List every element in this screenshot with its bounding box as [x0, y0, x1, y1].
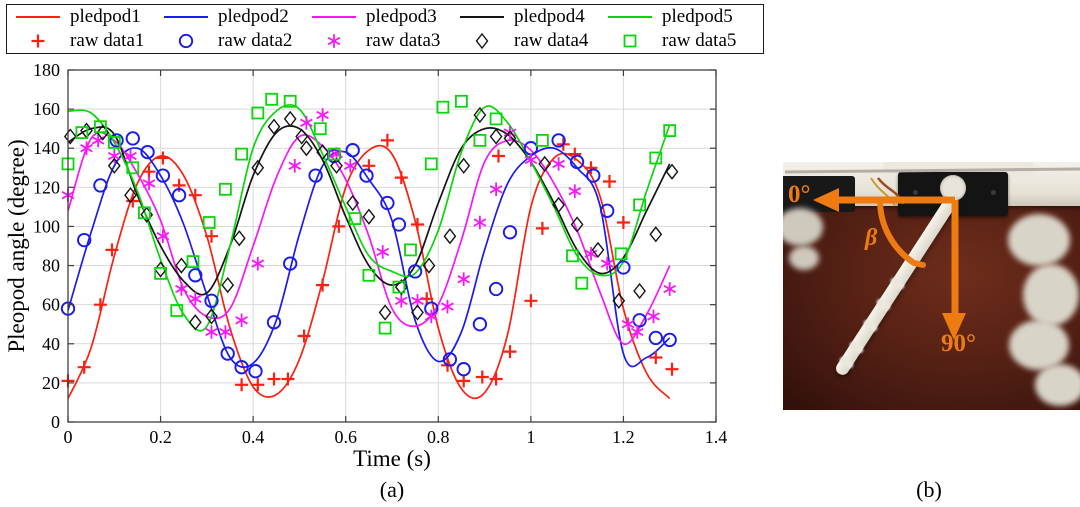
y-tick-label: 180 — [33, 60, 60, 80]
angle-annotation-arrows — [784, 167, 1080, 340]
legend-label: pledpod3 — [366, 6, 437, 27]
legend-marker-asterisk-icon — [327, 34, 341, 48]
legend-label: raw data2 — [218, 30, 293, 51]
legend-label: raw data3 — [366, 30, 441, 51]
left-arrowhead — [813, 188, 839, 212]
angle-ninety-label: 90° — [941, 330, 976, 357]
right-pleopod-blur — [1009, 320, 1069, 370]
markers-rawdata4 — [63, 106, 679, 331]
caption-b: (b) — [916, 477, 942, 502]
y-tick-label: 160 — [33, 99, 60, 119]
legend-marker-square-icon — [623, 34, 637, 48]
down-arrowhead — [942, 313, 966, 340]
x-tick-label: 1.2 — [612, 427, 635, 447]
legend-label: pledpod5 — [662, 6, 733, 27]
x-tick-label: 0.4 — [242, 427, 265, 447]
legend-item-rawdata5: raw data5 — [607, 29, 755, 53]
beta-label: β — [865, 225, 878, 251]
legend-item-pledpod2: pledpod2 — [163, 5, 311, 29]
y-tick-label: 80 — [42, 256, 60, 276]
legend-item-rawdata2: raw data2 — [163, 29, 311, 53]
y-tick-label: 120 — [33, 177, 60, 197]
markers-rawdata3 — [61, 108, 677, 339]
y-tick-label: 60 — [42, 295, 60, 315]
legend-item-pledpod4: pledpod4 — [459, 5, 607, 29]
curve-pledpod1 — [68, 144, 671, 400]
pleopod-photo: 0° β 90° — [783, 162, 1080, 410]
legend-line-swatch — [16, 15, 60, 19]
legend-label: raw data5 — [662, 30, 737, 51]
legend-label: raw data1 — [70, 30, 145, 51]
legend-item-pledpod3: pledpod3 — [311, 5, 459, 29]
chart-legend: pledpod1 pledpod2 pledpod3 pledpod4 pledpod5… — [6, 4, 764, 54]
beta-arc — [876, 197, 926, 268]
left-pleopod-blur — [783, 208, 823, 246]
legend-marker-plus-icon — [31, 34, 45, 48]
y-tick-label: 0 — [51, 412, 60, 432]
legend-label: pledpod1 — [70, 6, 141, 27]
legend-item-pledpod5: pledpod5 — [607, 5, 755, 29]
y-tick-label: 40 — [42, 334, 60, 354]
markers-rawdata1 — [61, 133, 679, 392]
right-pleopod-blur — [1035, 364, 1080, 406]
y-tick-label: 20 — [42, 373, 60, 393]
curve-pledpod4 — [68, 125, 671, 296]
left-pleopod-blur — [789, 246, 819, 270]
legend-item-rawdata4: raw data4 — [459, 29, 607, 53]
right-pleopod-blur — [1008, 214, 1070, 266]
y-tick-label: 100 — [33, 216, 60, 236]
servo-screw — [991, 190, 996, 195]
legend-label: pledpod4 — [514, 6, 585, 27]
curve-pledpod5 — [68, 103, 671, 332]
x-axis-label: Time (s) — [353, 446, 431, 471]
legend-line-swatch — [460, 15, 504, 19]
legend-item-pledpod1: pledpod1 — [15, 5, 163, 29]
pleopod-angle-chart: 0 0.2 0.4 0.6 0.8 1 1.2 1.4 0 20 40 60 80 100 120 140 16… — [33, 60, 728, 447]
legend-line-swatch — [312, 15, 356, 19]
x-tick-label: 1 — [526, 427, 535, 447]
x-tick-label: 0.8 — [427, 427, 450, 447]
legend-marker-diamond-icon — [475, 32, 489, 50]
caption-a: (a) — [379, 477, 405, 502]
markers-rawdata5 — [61, 92, 677, 335]
left-servo-motor — [783, 176, 855, 212]
cable — [784, 167, 1080, 174]
legend-marker-circle-icon — [178, 33, 194, 49]
servo-screw — [913, 190, 918, 195]
x-tick-label: 0.6 — [334, 427, 357, 447]
x-tick-label: 0 — [64, 427, 73, 447]
legend-line-swatch — [608, 15, 652, 19]
curve-pledpod3 — [68, 131, 671, 345]
legend-label: pledpod2 — [218, 6, 289, 27]
x-tick-label: 0.2 — [149, 427, 172, 447]
legend-label: raw data4 — [514, 30, 589, 51]
legend-item-rawdata1: raw data1 — [15, 29, 163, 53]
angle-zero-label: 0° — [788, 181, 811, 208]
x-tick-label: 1.4 — [705, 427, 728, 447]
y-tick-label: 140 — [33, 138, 60, 158]
legend-line-swatch — [164, 15, 208, 19]
legend-item-rawdata3: raw data3 — [311, 29, 459, 53]
right-pleopod-blur — [1023, 264, 1079, 326]
